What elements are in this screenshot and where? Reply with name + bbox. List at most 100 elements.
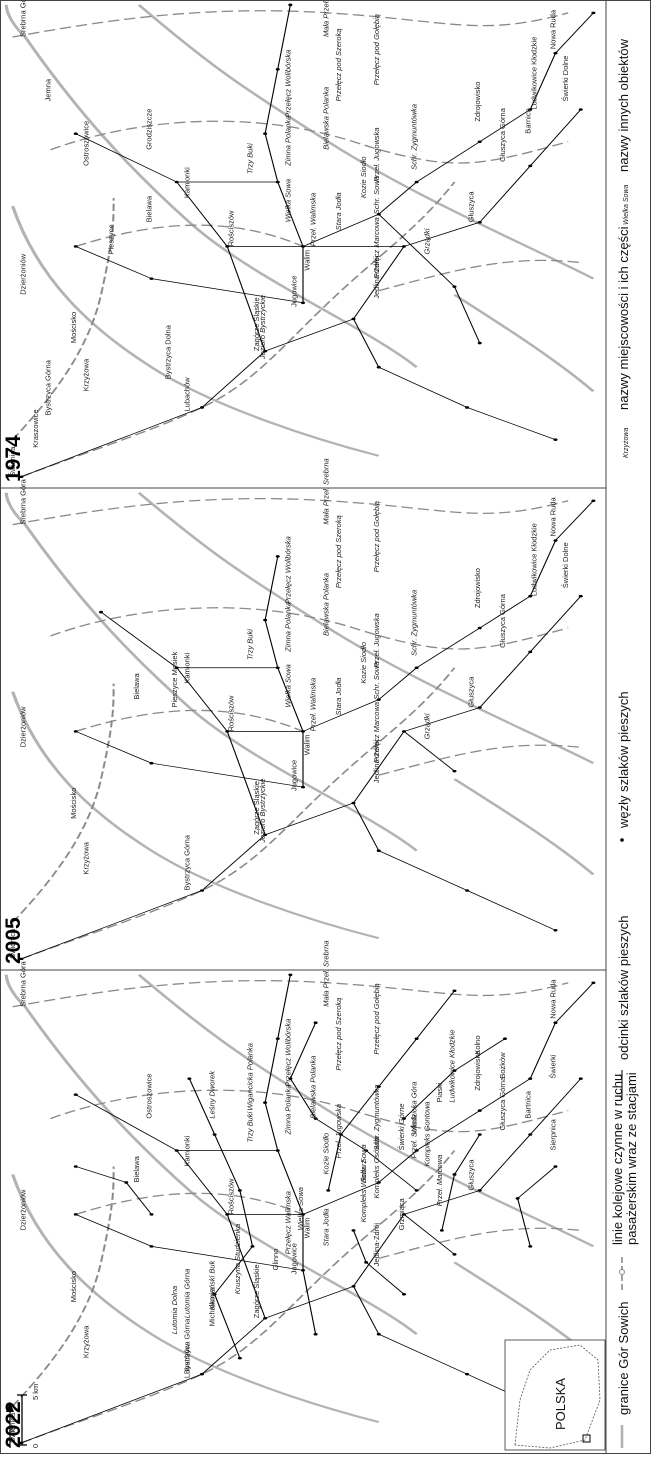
trail-node: [263, 132, 268, 135]
place-label: Srebrna Góra: [18, 0, 27, 37]
map-panel-1974: Świdnica Kraszowice Bystrzyca Górna Krzyżow…: [2, 0, 596, 482]
object-label: Wigancicka Polanka: [246, 1043, 255, 1110]
object-label: Kompleks Gontowa: [422, 1101, 431, 1166]
object-label: Przełęcz pod Szeroką: [334, 515, 343, 588]
place-label: Glinno: [271, 1249, 280, 1271]
trail-segment: [226, 246, 266, 352]
map-panel-2005: Świdnica Bystrzyca Górna Krzyżowa Mościsko D…: [2, 458, 596, 964]
place-label: Ostroszowice: [145, 1074, 154, 1119]
object-label: Przeł. Walimska: [309, 678, 318, 732]
trail-segment: [378, 366, 468, 408]
scale-five: 5 km: [31, 1384, 40, 1400]
trail-segment: [226, 731, 266, 835]
trail-node: [401, 1117, 407, 1120]
panel-year: 2022: [2, 1401, 25, 1448]
mountain-boundary-line: [4, 974, 595, 1424]
trail-segment: [75, 133, 178, 183]
trail-node: [591, 981, 596, 985]
trail-node: [250, 1245, 255, 1248]
object-label: Schr. Sowa: [372, 176, 381, 214]
trail-node: [376, 365, 381, 369]
trail-node: [300, 1269, 306, 1272]
object-label: Przeł. Sokola: [410, 1114, 419, 1158]
place-label: Zdrojowisko: [473, 82, 482, 122]
place-label: Ostroszowice: [81, 121, 90, 166]
trail-segment: [201, 350, 266, 408]
trail-node: [19, 957, 24, 961]
object-label: Przełęcz pod Gołębią: [372, 501, 381, 572]
trail-node: [174, 180, 179, 184]
object-label: Mała Przeł. Srebrna: [321, 458, 330, 524]
trail-node: [263, 618, 268, 622]
trail-segment: [416, 627, 481, 669]
place-label: Jedlina-Zdrój: [372, 255, 381, 299]
object-label: Wielka Sowa: [296, 1187, 305, 1230]
trail-segment: [529, 109, 582, 167]
trail-node: [73, 1093, 78, 1096]
trail-segment: [239, 1190, 254, 1247]
trail-segment: [403, 1214, 455, 1255]
trail-node: [351, 801, 356, 805]
object-label: Kruszyna Studzienka: [233, 1224, 242, 1294]
place-label: Kamionki: [182, 652, 191, 683]
trail-node: [351, 317, 356, 321]
trail-segment: [416, 990, 456, 1039]
object-label: Wielka Sowa: [283, 179, 292, 222]
trail-node: [300, 301, 306, 305]
trail-segment: [302, 213, 380, 247]
trail-segment: [100, 611, 178, 668]
place-label: Nowa Ruda: [549, 9, 558, 49]
trail-segment: [289, 1078, 317, 1119]
legend-trails-text: odcinki szlaków pieszych: [616, 915, 631, 1060]
trail-segment: [352, 318, 380, 368]
place-label: Dzierżoniów: [18, 1189, 27, 1230]
trail-node: [376, 1085, 381, 1088]
place-label: Dzierżoniów: [18, 706, 27, 747]
trail-node: [477, 1109, 482, 1112]
trail-segment: [277, 1150, 304, 1215]
trail-segment: [226, 1214, 266, 1319]
poland-outline: [514, 1344, 601, 1449]
object-label: Kompleks Osówka: [372, 1136, 381, 1198]
place-label: Świdnica: [8, 1412, 17, 1443]
trail-node: [465, 1372, 470, 1376]
trail-node: [439, 1229, 444, 1232]
place-label: Jugowice: [290, 760, 299, 791]
trail-node: [376, 1181, 381, 1184]
legend-objects-text: nazwy innych obiektów: [616, 38, 631, 172]
trail-node: [199, 1372, 205, 1376]
mountain-boundary-line: [4, 4, 595, 457]
object-label: Przeł. Marcowa: [435, 1155, 444, 1207]
object-label: Grządki: [422, 713, 431, 739]
trail-node: [174, 1149, 179, 1152]
trail-segment: [365, 1150, 418, 1191]
object-label: Jezioro Bystrzyckie: [258, 779, 267, 844]
trail-node: [263, 1316, 268, 1320]
place-label: Sierpnica: [549, 1118, 558, 1150]
place-label: Walim: [302, 1218, 311, 1239]
trail-node: [288, 3, 293, 7]
object-label: Schr. Zygmuntówka: [372, 1085, 381, 1151]
trail-node: [300, 1213, 306, 1216]
north-label: N: [7, 1427, 16, 1432]
legend-node-swatch: [620, 838, 624, 842]
trail-node: [502, 1037, 508, 1040]
trail-segment: [529, 1078, 582, 1135]
place-label: Rościszów: [227, 1178, 236, 1214]
trail-node: [553, 51, 558, 55]
object-label: Przeł. Jugowska: [372, 127, 381, 182]
trail-segment: [75, 246, 152, 279]
object-label: Przełęcz Wolibórska: [283, 536, 292, 604]
place-label: Ludwikowice Kłodzkie: [530, 523, 539, 596]
trail-segment: [264, 1102, 279, 1151]
trail-node: [465, 406, 470, 409]
map-content: [4, 3, 596, 479]
railway-line: [11, 980, 581, 1444]
trail-node: [73, 132, 78, 135]
trail-segment: [555, 500, 594, 541]
trail-node: [313, 1332, 318, 1336]
place-label: Bożków: [498, 1052, 507, 1079]
trail-node: [401, 730, 407, 733]
trail-node: [275, 555, 280, 558]
trail-node: [225, 730, 230, 733]
